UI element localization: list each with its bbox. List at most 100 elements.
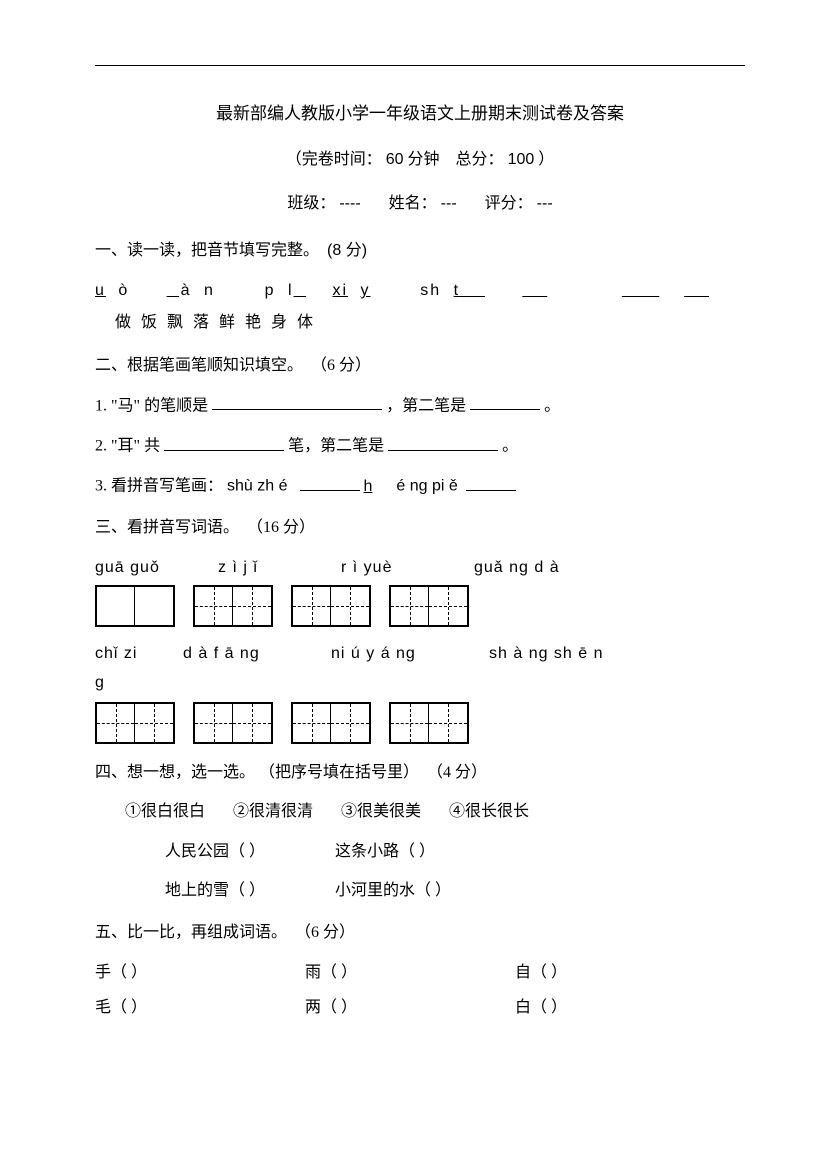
s1-hanzi: 做 饭 飘 落 鲜 艳 身 体	[115, 314, 316, 331]
s3-row2-pinyin: chǐ zi d à f ā nɡ ni ú y á nɡ sh à nɡ sh…	[95, 641, 745, 667]
section-5-heading: 五、比一比，再组成词语。 （6 分）	[95, 920, 745, 946]
s2-q1c: 。	[544, 397, 560, 414]
tian-box[interactable]	[291, 702, 371, 744]
s2-q3-blank2[interactable]	[466, 473, 516, 491]
py-blank-5[interactable]	[622, 278, 659, 304]
tian-box[interactable]	[389, 702, 469, 744]
time-unit: 分钟	[408, 151, 440, 168]
s4-sub: （把序号填在括号里）	[259, 764, 419, 781]
s2-q1-blank1[interactable]	[212, 393, 382, 411]
s4-points: （4 分）	[427, 764, 487, 781]
s3-r1-g3: r ì yuè	[341, 555, 466, 581]
s4-f3[interactable]: 地上的雪（ ）	[165, 878, 265, 904]
tian-box[interactable]	[95, 702, 175, 744]
py-blank-6[interactable]	[684, 278, 709, 304]
s1-hanzi-row: 做 饭 飘 落 鲜 艳 身 体	[115, 310, 745, 336]
s2-q2-blank1[interactable]	[164, 433, 284, 451]
py-blank-4[interactable]	[522, 278, 547, 304]
s2-q1-blank2[interactable]	[470, 393, 540, 411]
section-1: 一、读一读，把音节填写完整。 (8 分) u ò à n p l xi y sh…	[95, 238, 745, 335]
py-p: p	[265, 282, 276, 299]
py-blank-3[interactable]	[460, 278, 485, 304]
s3-r2-g2: d à f ā nɡ	[183, 641, 323, 667]
py-xi: xi	[332, 278, 348, 304]
s5-r1c2[interactable]: 雨（ ）	[305, 960, 515, 986]
s3-heading-text: 三、看拼音写词语。	[95, 519, 239, 536]
s5-r2c1[interactable]: 毛（ ）	[95, 995, 305, 1021]
s5-row1: 手（ ） 雨（ ） 自（ ）	[95, 960, 745, 986]
paren-close: ）	[538, 151, 554, 168]
s2-q2b: 笔，第二笔是	[288, 438, 384, 455]
s1-pinyin-row: u ò à n p l xi y sh t	[95, 278, 745, 304]
s2-q2a: 2. "耳" 共	[95, 438, 160, 455]
score-prefix: 总分：	[456, 151, 504, 168]
s5-row2: 毛（ ） 两（ ） 白（ ）	[95, 995, 745, 1021]
name-label: 姓名：	[389, 195, 437, 212]
tian-box[interactable]	[95, 585, 175, 627]
class-label: 班级：	[287, 195, 335, 212]
s3-r1-g1: ɡuā ɡuǒ	[95, 555, 210, 581]
time-prefix: （完卷时间：	[286, 151, 382, 168]
py-y: y	[360, 278, 370, 304]
exam-title: 最新部编人教版小学一年级语文上册期末测试卷及答案	[95, 100, 745, 127]
s3-r2-g4: sh à nɡ sh ē n	[489, 641, 604, 667]
py-u: u	[95, 278, 106, 304]
s3-row2b-pinyin: ɡ	[95, 670, 745, 696]
py-n: n	[204, 282, 215, 299]
grade-dash: ---	[537, 195, 553, 212]
s4-opt2: ②很清很清	[233, 799, 313, 825]
s5-r1c3[interactable]: 自（ ）	[515, 960, 725, 986]
s2-points: （6 分）	[311, 357, 371, 374]
section-5: 五、比一比，再组成词语。 （6 分） 手（ ） 雨（ ） 自（ ） 毛（ ） 两…	[95, 920, 745, 1021]
s5-r1c1[interactable]: 手（ ）	[95, 960, 305, 986]
py-blank-1[interactable]	[167, 278, 181, 304]
py-blank-2[interactable]	[294, 278, 308, 304]
s1-heading-text: 一、读一读，把音节填写完整。	[95, 242, 319, 259]
tian-box[interactable]	[291, 585, 371, 627]
section-2: 二、根据笔画笔顺知识填空。 （6 分） 1. "马" 的笔顺是 ，第二笔是 。 …	[95, 353, 745, 499]
s2-q3-blank1[interactable]	[300, 473, 360, 491]
tian-box[interactable]	[389, 585, 469, 627]
score-value: 100	[508, 151, 535, 168]
s5-heading-text: 五、比一比，再组成词语。	[95, 924, 287, 941]
s3-r2-g1: chǐ zi	[95, 641, 175, 667]
s4-f2[interactable]: 这条小路（ ）	[335, 839, 435, 865]
time-minutes: 60	[386, 151, 404, 168]
s5-r2c2[interactable]: 两（ ）	[305, 995, 515, 1021]
section-1-heading: 一、读一读，把音节填写完整。 (8 分)	[95, 238, 745, 264]
s3-r2-g3: ni ú y á nɡ	[331, 641, 481, 667]
s2-q2-blank2[interactable]	[388, 433, 498, 451]
student-info: 班级： ---- 姓名： --- 评分： ---	[95, 191, 745, 217]
section-2-heading: 二、根据笔画笔顺知识填空。 （6 分）	[95, 353, 745, 379]
s4-f4[interactable]: 小河里的水（ ）	[335, 878, 451, 904]
s4-f1[interactable]: 人民公园（ ）	[165, 839, 265, 865]
tian-box[interactable]	[193, 585, 273, 627]
s2-heading-text: 二、根据笔画笔顺知识填空。	[95, 357, 303, 374]
s4-options: ①很白很白 ②很清很清 ③很美很美 ④很长很长	[125, 799, 745, 825]
s4-opt3: ③很美很美	[341, 799, 421, 825]
section-3-heading: 三、看拼音写词语。 （16 分）	[95, 515, 745, 541]
s2-q2: 2. "耳" 共 笔，第二笔是 。	[95, 433, 745, 459]
section-4-heading: 四、想一想，选一选。 （把序号填在括号里） （4 分）	[95, 760, 745, 786]
section-4: 四、想一想，选一选。 （把序号填在括号里） （4 分） ①很白很白 ②很清很清 …	[95, 760, 745, 904]
s3-row1-boxes	[95, 585, 745, 627]
name-dash: ---	[441, 195, 457, 212]
s4-opt4: ④很长很长	[449, 799, 529, 825]
s2-q3-py1: shù zh é	[227, 478, 287, 495]
s4-fill-row2: 地上的雪（ ） 小河里的水（ ）	[165, 878, 745, 904]
s3-r2-g5: ɡ	[95, 674, 105, 691]
class-dash: ----	[339, 195, 360, 212]
header-rule	[95, 65, 745, 66]
py-a: à	[181, 282, 192, 299]
s1-points: (8 分)	[327, 242, 367, 259]
py-sh: sh	[420, 282, 441, 299]
s3-row2-boxes	[95, 702, 745, 744]
s3-r1-g2: z ì j ǐ	[218, 555, 333, 581]
s4-fill-row1: 人民公园（ ） 这条小路（ ）	[165, 839, 745, 865]
s2-q3: 3. 看拼音写笔画： shù zh é h é nɡ pi ě	[95, 473, 745, 499]
tian-box[interactable]	[193, 702, 273, 744]
s5-r2c3[interactable]: 白（ ）	[515, 995, 725, 1021]
s2-q1: 1. "马" 的笔顺是 ，第二笔是 。	[95, 393, 745, 419]
s3-r1-g4: ɡuǎ nɡ d à	[474, 555, 560, 581]
s2-q2c: 。	[502, 438, 518, 455]
